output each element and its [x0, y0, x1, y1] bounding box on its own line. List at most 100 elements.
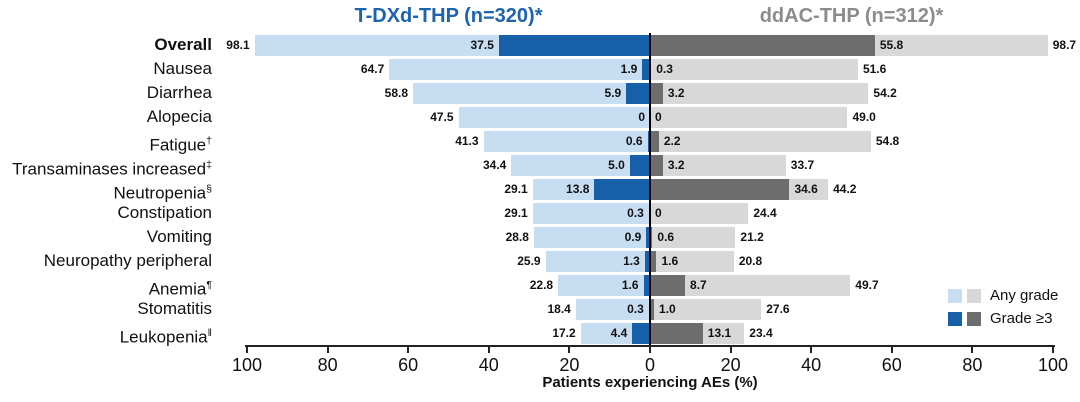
value-label-left-any: 34.4 [483, 158, 507, 172]
value-label-left-any: 28.8 [505, 230, 529, 244]
bar-right-grade3 [650, 35, 875, 56]
bar-left-grade3 [626, 83, 650, 104]
bar-left-any-grade [413, 83, 650, 104]
bar-left-any-grade [483, 131, 650, 152]
legend-swatch-grade3-gray [967, 311, 981, 326]
bar-left-any-grade [458, 107, 650, 128]
bar-left-any-grade [532, 203, 650, 224]
axis-tick [487, 345, 490, 353]
axis-tick-label: 40 [801, 355, 822, 375]
value-label-right-grade3: 55.8 [879, 38, 904, 52]
value-label-left-grade3: 4.4 [610, 326, 628, 340]
value-label-left-any: 25.9 [517, 254, 541, 268]
value-label-left-any: 29.1 [504, 206, 528, 220]
axis-tick-label: 100 [231, 355, 263, 375]
value-label-right-grade3: 0.6 [657, 230, 675, 244]
bar-left-grade3 [498, 35, 650, 56]
bar-right-grade3 [650, 83, 663, 104]
bar-left-any-grade [545, 251, 650, 272]
value-label-left-any: 98.1 [226, 38, 250, 52]
zero-axis-line [649, 33, 651, 352]
value-label-right-any: 98.7 [1052, 38, 1077, 52]
value-label-left-grade3: 0.9 [624, 230, 642, 244]
bar-left-grade3 [644, 251, 650, 272]
axis-tick [326, 345, 329, 353]
value-label-right-grade3: 2.2 [663, 134, 681, 148]
bar-right-any-grade [650, 155, 786, 176]
value-label-left-grade3: 1.3 [623, 254, 640, 268]
bar-right-grade3 [650, 299, 655, 320]
value-label-left-grade3: 5.0 [608, 158, 625, 172]
axis-tick [971, 345, 974, 353]
axis-tick [729, 345, 732, 353]
axis-tick [1052, 345, 1054, 353]
value-label-left-any: 22.8 [529, 278, 554, 292]
value-label-left-any: 29.1 [504, 182, 528, 196]
category-label: Neuropathy peripheral [43, 251, 212, 270]
bar-left-any-grade [389, 59, 650, 80]
bar-left-grade3 [632, 323, 650, 344]
value-label-left-grade3: 1.6 [621, 278, 639, 292]
value-label-right-grade3: 34.6 [794, 182, 818, 196]
bar-left-grade3 [643, 275, 650, 296]
bar-right-grade3 [650, 251, 657, 272]
legend-swatch-grade3-blue [948, 311, 962, 326]
value-label-right-grade3: 0.3 [656, 62, 673, 76]
x-axis-title: Patients experiencing AEs (%) [542, 374, 758, 391]
value-label-left-any: 58.8 [384, 86, 409, 100]
axis-tick-label: 80 [317, 355, 338, 375]
bar-right-any-grade [650, 131, 871, 152]
category-label: Constipation [117, 203, 212, 222]
legend-row-grade3: Grade ≥3 [948, 307, 1058, 330]
value-label-left-grade3: 0.3 [627, 302, 644, 316]
axis-tick-label: 40 [478, 355, 499, 375]
bar-left-any-grade [511, 155, 650, 176]
category-label: Leukopenia‖ [119, 327, 212, 347]
bar-right-grade3 [650, 275, 686, 296]
value-label-right-any: 44.2 [833, 182, 857, 196]
bar-left-any-grade [533, 227, 650, 248]
category-label: Stomatitis [137, 299, 212, 318]
bar-left-grade3 [642, 59, 650, 80]
value-label-left-grade3: 0 [638, 110, 645, 124]
value-label-right-any: 21.2 [740, 230, 764, 244]
value-label-right-any: 49.7 [855, 278, 879, 292]
axis-tick-label: 60 [881, 355, 902, 375]
value-label-right-any: 33.7 [790, 158, 815, 172]
bar-right-any-grade [650, 251, 734, 272]
bar-right-any-grade [650, 275, 851, 296]
axis-tick-label: 20 [559, 355, 580, 375]
category-label: Neutropenia§ [113, 183, 212, 203]
category-label: Alopecia [146, 107, 212, 126]
bar-left-any-grade [575, 299, 650, 320]
value-label-left-any: 41.3 [455, 134, 479, 148]
value-label-right-grade3: 1.6 [661, 254, 679, 268]
value-label-left-grade3: 0.6 [625, 134, 643, 148]
legend-label-any-grade: Any grade [990, 287, 1059, 304]
value-label-right-any: 27.6 [766, 302, 790, 316]
bar-right-any-grade [650, 203, 749, 224]
plot-area: 98.1 37.5 55.8 98.7 64.7 1.9 0.3 51.6 58.8 5.9 3.2… [226, 33, 1076, 375]
value-label-right-any: 49.0 [852, 110, 876, 124]
axis-tick-label: 100 [1037, 355, 1069, 375]
bar-left-grade3 [646, 227, 650, 248]
value-label-right-grade3: 3.2 [667, 158, 685, 172]
value-label-right-grade3: 8.7 [690, 278, 707, 292]
value-label-right-any: 24.4 [753, 206, 777, 220]
value-label-left-grade3: 1.9 [620, 62, 638, 76]
bar-left-grade3 [647, 131, 650, 152]
bar-right-any-grade [650, 299, 762, 320]
axis-tick [810, 345, 813, 353]
value-label-left-any: 47.5 [430, 110, 454, 124]
axis-tick-label: 60 [398, 355, 419, 375]
category-label: Overall [154, 35, 212, 54]
bar-right-any-grade [650, 107, 848, 128]
category-label: Nausea [153, 59, 212, 78]
value-label-right-any: 54.2 [873, 86, 897, 100]
right-group-title: ddAC-THP (n=312)* [759, 5, 944, 27]
left-group-title: T-DXd-THP (n=320)* [354, 5, 543, 27]
bar-right-grade3 [650, 179, 790, 200]
value-label-right-grade3: 0 [655, 206, 662, 220]
axis-tick [890, 345, 893, 353]
